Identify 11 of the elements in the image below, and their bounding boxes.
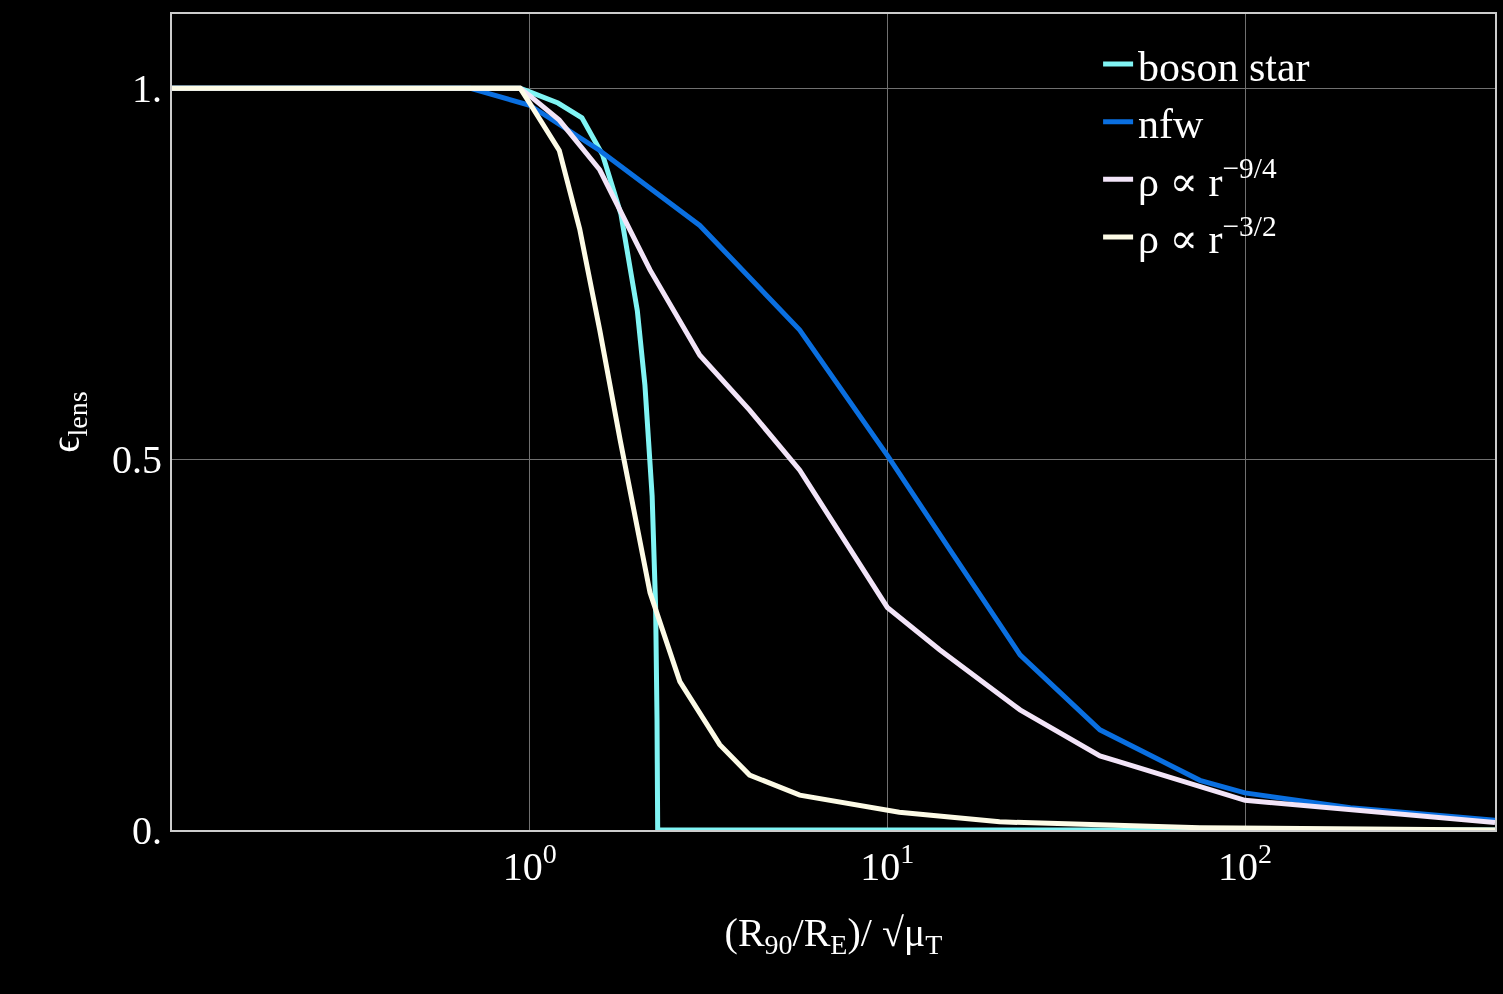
y-tick-label: 0. xyxy=(132,808,162,853)
legend-label: ρ ∝ r$^{−3/2}$ xyxy=(1138,209,1277,263)
legend-label: nfw xyxy=(1138,101,1205,148)
x-tick-label: 10$^{1}$ xyxy=(860,838,915,889)
legend-label: boson star xyxy=(1138,43,1310,90)
legend-label: ρ ∝ r$^{−9/4}$ xyxy=(1138,152,1277,205)
y-tick-label: 1. xyxy=(132,66,162,112)
x-axis-title: (R$_{90}$/R$_{E}$)/ √μ$_{T}$ xyxy=(724,910,943,961)
y-tick-label: 0.5 xyxy=(112,437,162,483)
x-tick-label: 10$^{0}$ xyxy=(502,838,557,889)
x-tick-label: 10$^{2}$ xyxy=(1218,838,1272,889)
